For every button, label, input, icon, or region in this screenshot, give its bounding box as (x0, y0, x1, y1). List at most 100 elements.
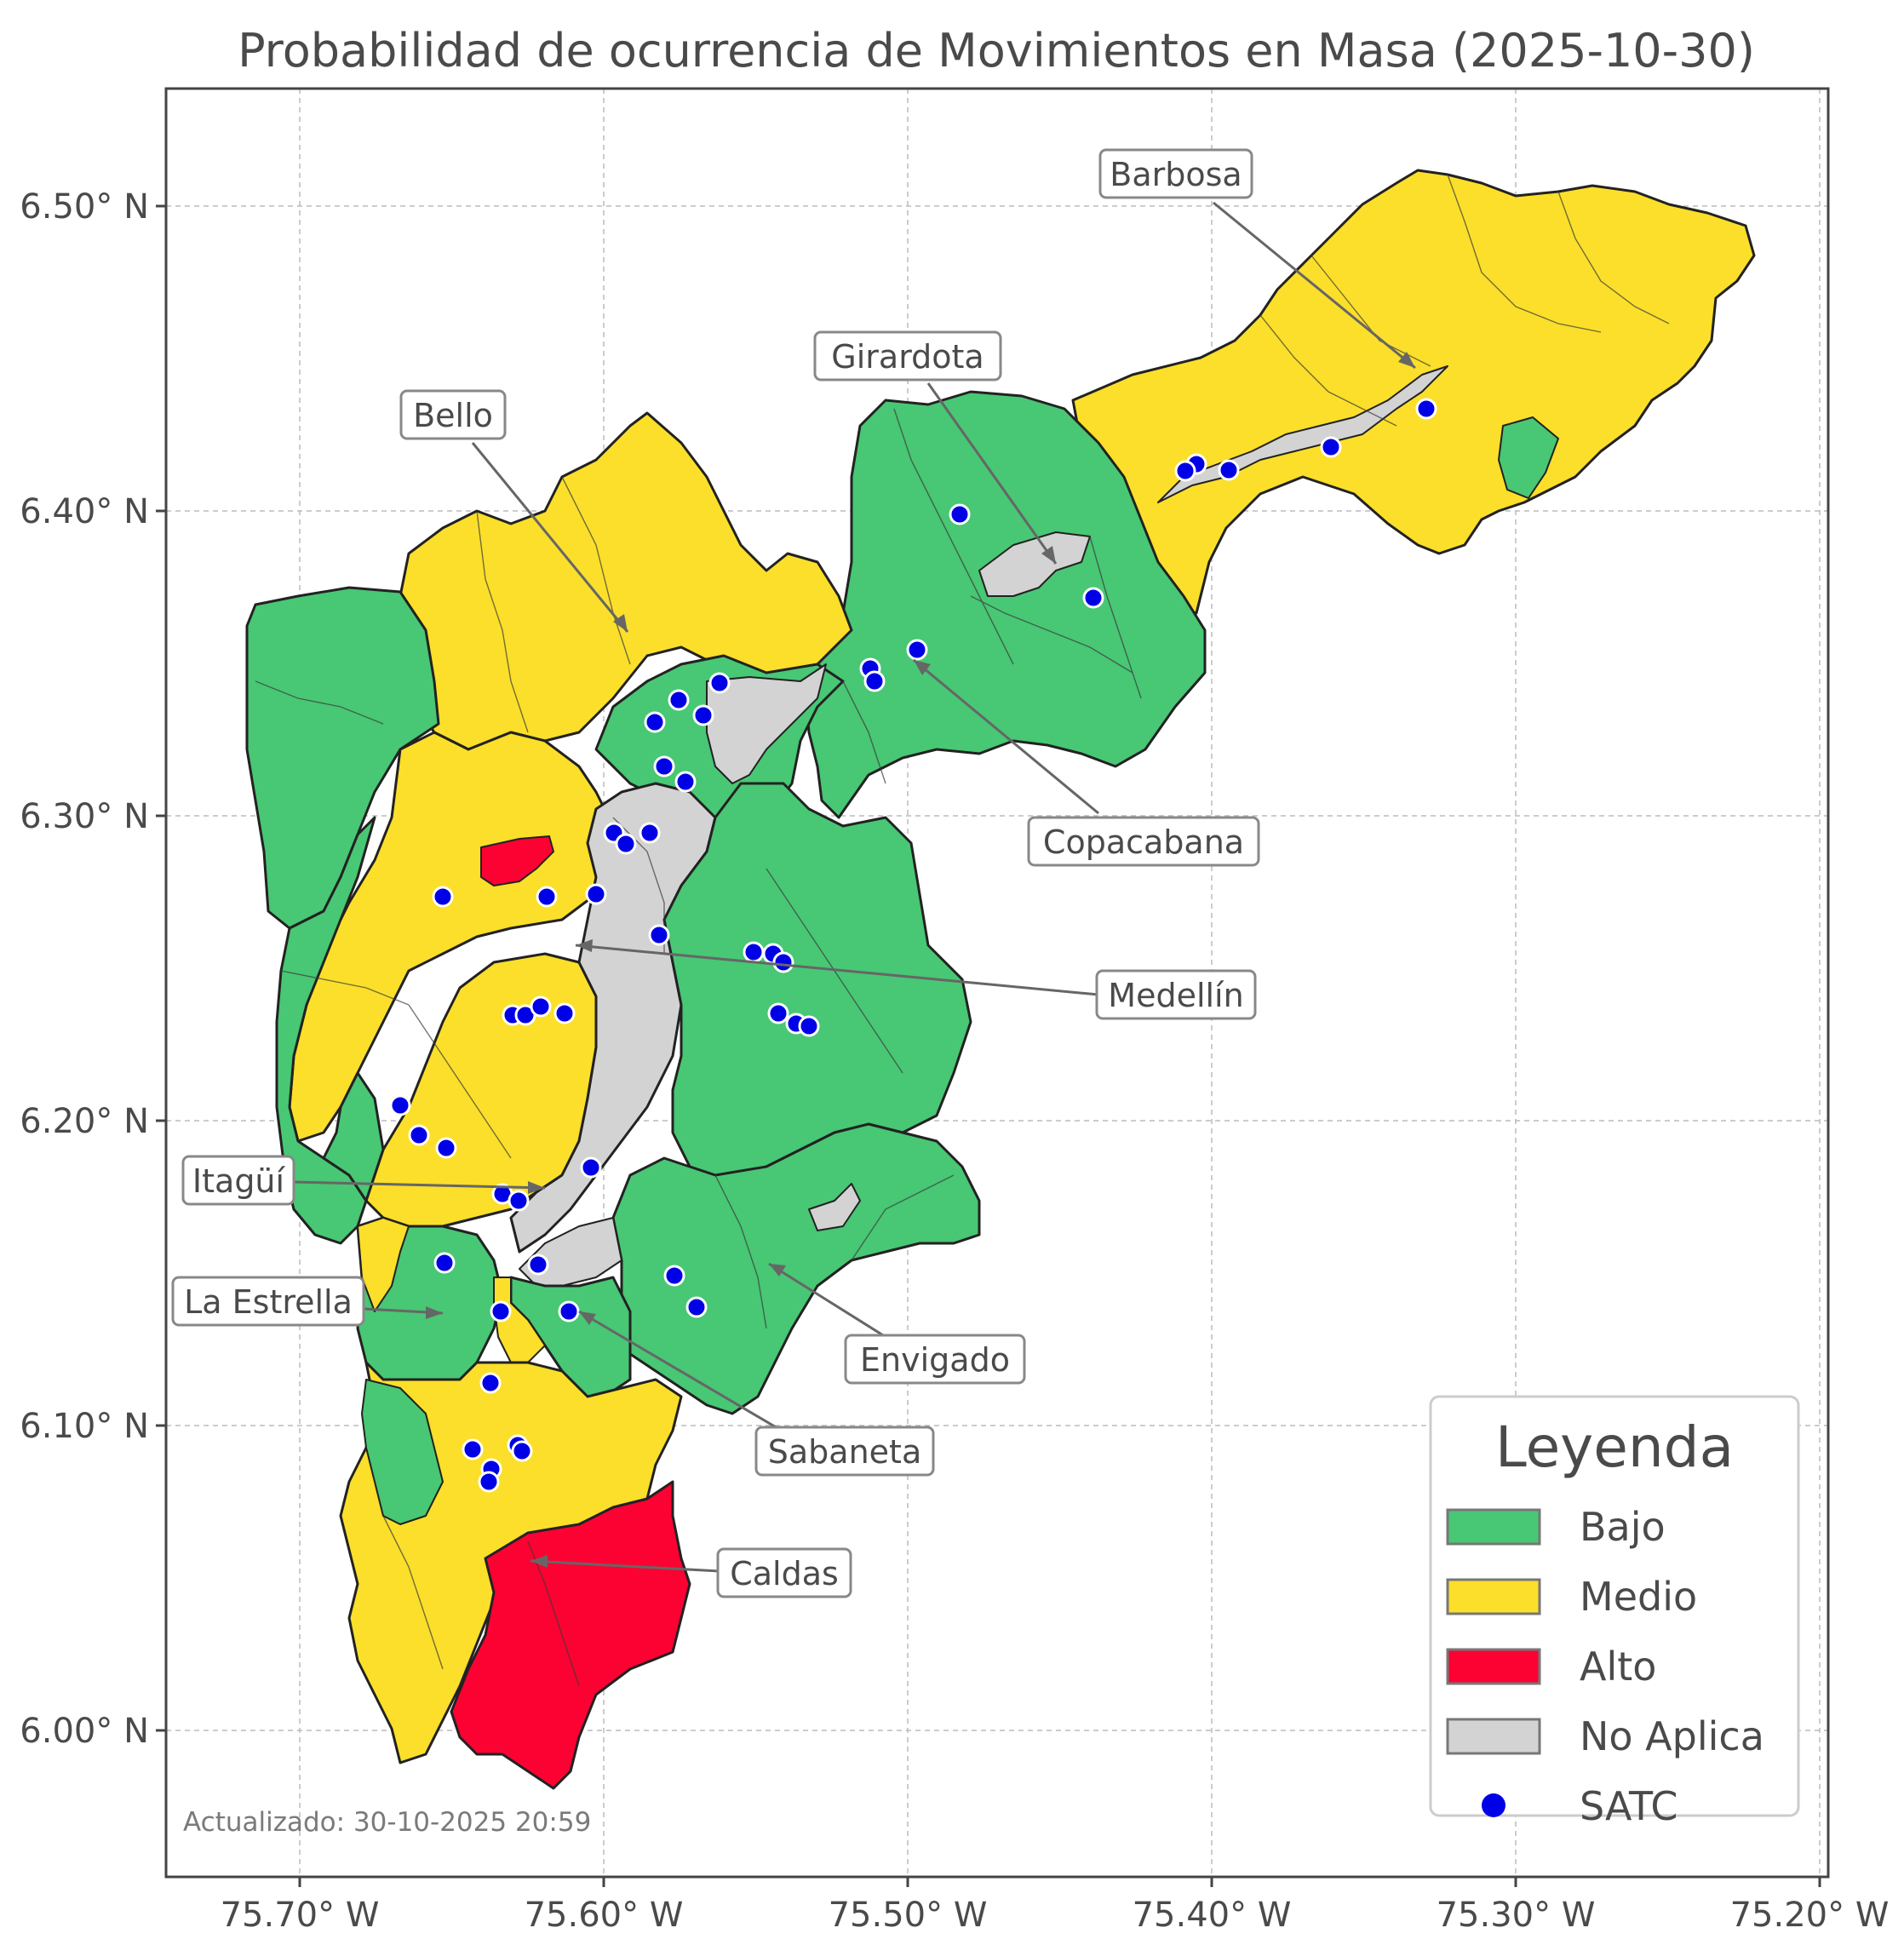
satc-station[interactable] (527, 1254, 549, 1276)
satc-station[interactable] (511, 1440, 533, 1462)
satc-station[interactable] (798, 1015, 820, 1037)
satc-station[interactable] (615, 833, 637, 855)
satc-station[interactable] (389, 1094, 411, 1116)
tick-marks (156, 204, 1821, 1887)
satc-station[interactable] (692, 704, 714, 726)
satc-station[interactable] (949, 503, 971, 525)
callout-barbosa[interactable]: Barbosa (1098, 148, 1253, 199)
callout-copacabana[interactable]: Copacabana (1027, 816, 1260, 867)
satc-station[interactable] (435, 1137, 457, 1159)
satc-station[interactable] (708, 672, 731, 694)
satc-station[interactable] (863, 670, 886, 692)
boundary-line-15 (851, 1174, 955, 1261)
boundary-line-4 (1557, 191, 1670, 324)
satc-station[interactable] (585, 883, 607, 905)
x-tick-label: 75.40° W (1133, 1896, 1292, 1935)
satc-station[interactable] (685, 1296, 708, 1318)
callout-label: Caldas (730, 1555, 839, 1592)
y-tick-label: 6.20° N (20, 1102, 149, 1141)
callout-girardota[interactable]: Girardota (813, 330, 1002, 382)
callout-box (1027, 816, 1260, 867)
y-tick-label: 6.00° N (20, 1712, 149, 1751)
satc-station[interactable] (1082, 587, 1104, 609)
y-tick-labels: 6.50° N 6.40° N 6.30° N 6.20° N 6.10° N … (20, 187, 149, 1751)
region-envigado (611, 1122, 981, 1415)
satc-station[interactable] (462, 1438, 484, 1460)
callout-envigado[interactable]: Envigado (844, 1334, 1026, 1385)
satc-station[interactable] (432, 886, 454, 908)
satc-station[interactable] (478, 1471, 500, 1493)
satc-station[interactable] (772, 951, 794, 973)
boundary-line-12 (408, 1004, 512, 1159)
callout-laestrella[interactable]: La Estrella (171, 1276, 365, 1327)
satc-station[interactable] (648, 924, 670, 946)
callout-arrow-sabaneta (578, 1310, 793, 1438)
boundary-line-14 (714, 1174, 767, 1329)
callout-itagui[interactable]: Itagüí (181, 1155, 295, 1206)
satc-station[interactable] (433, 1252, 456, 1274)
satc-station[interactable] (668, 689, 690, 711)
callout-arrowhead-copacabana (914, 660, 931, 675)
region-caldas-alto (450, 1480, 691, 1790)
callout-box (1098, 148, 1253, 199)
callout-box (181, 1155, 295, 1206)
satc-station[interactable] (663, 1265, 685, 1287)
legend-label: Bajo (1580, 1504, 1666, 1550)
callout-medellin[interactable]: Medellín (1095, 969, 1257, 1020)
region-envigado-grey (808, 1183, 861, 1231)
satc-station[interactable] (508, 1190, 530, 1212)
satc-station[interactable] (1320, 436, 1342, 458)
satc-station[interactable] (558, 1300, 580, 1322)
callout-bello[interactable]: Bello (399, 389, 507, 440)
x-tick-label: 75.70° W (221, 1896, 380, 1935)
legend: Leyenda Bajo Medio Alto No Aplica SATC (1429, 1395, 1800, 1829)
boundary-line-8 (476, 510, 529, 733)
region-west-bajo-lower (322, 1071, 385, 1202)
satc-station[interactable] (408, 1124, 430, 1146)
legend-item-alto: Alto (1446, 1644, 1656, 1690)
y-tick-label: 6.10° N (20, 1407, 149, 1446)
callout-sabaneta[interactable]: Sabaneta (754, 1426, 935, 1477)
callout-box (754, 1426, 935, 1477)
callout-arrow-barbosa (1213, 201, 1416, 370)
legend-label: Medio (1580, 1574, 1697, 1620)
satc-station[interactable] (553, 1002, 576, 1024)
callout-caldas[interactable]: Caldas (716, 1547, 852, 1598)
legend-item-bajo: Bajo (1446, 1504, 1666, 1550)
satc-station[interactable] (743, 941, 765, 963)
satc-station[interactable] (479, 1372, 502, 1394)
satc-station[interactable] (767, 1002, 789, 1024)
satc-station[interactable] (674, 771, 697, 793)
boundary-line-6 (970, 595, 1133, 674)
satc-station[interactable] (530, 995, 552, 1018)
satc-station[interactable] (639, 822, 661, 844)
callout-arrow-bello (471, 442, 629, 633)
callout-arrow-medellin (575, 944, 1099, 996)
satc-station[interactable] (906, 639, 928, 661)
satc-station[interactable] (1174, 460, 1196, 482)
legend-label: No Aplica (1580, 1713, 1764, 1759)
callout-box (844, 1334, 1026, 1385)
region-northwest (245, 586, 440, 930)
satc-station[interactable] (490, 1300, 512, 1322)
callout-box (716, 1547, 852, 1598)
legend-swatch-dot (1482, 1793, 1505, 1817)
plot-frame (164, 87, 1830, 1879)
legend-swatch (1446, 1508, 1541, 1546)
satc-station[interactable] (1218, 459, 1240, 481)
callout-arrowhead-itagui (528, 1181, 545, 1194)
map-regions (245, 169, 1756, 1790)
satc-station[interactable] (644, 711, 666, 733)
legend-item-medio: Medio (1446, 1574, 1697, 1620)
satc-station[interactable] (580, 1156, 602, 1179)
callout-arrowhead-sabaneta (579, 1311, 596, 1325)
callout-box (399, 389, 507, 440)
boundary-line-10 (255, 680, 384, 725)
satc-stations (389, 398, 1437, 1493)
satc-station[interactable] (1415, 398, 1437, 420)
satc-station[interactable] (536, 886, 558, 908)
y-tick-label: 6.30° N (20, 797, 149, 836)
satc-station[interactable] (653, 755, 675, 777)
boundary-line-5 (893, 408, 1014, 665)
